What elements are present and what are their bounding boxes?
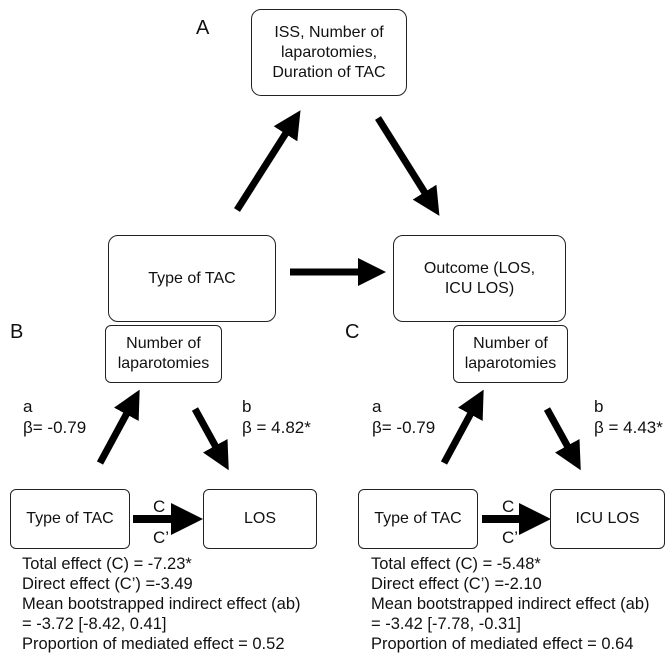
panel-c-direct-effect: Direct effect (C’) =-2.10	[371, 575, 542, 593]
panel-b-proportion-mediated: Proportion of mediated effect = 0.52	[22, 635, 285, 653]
panel-b-predictor-box: Type of TAC	[10, 489, 130, 549]
panel-b-b-letter: b	[242, 397, 252, 416]
panel-c-outcome-box: ICU LOS	[550, 489, 665, 549]
panel-c-b-value: β = 4.43*	[594, 418, 663, 437]
panel-b-indirect-effect-label: Mean bootstrapped indirect effect (ab)	[22, 595, 301, 613]
panel-a-letter: A	[196, 17, 210, 39]
panel-c-a-value: β= -0.79	[372, 418, 436, 437]
outcome-line-2: ICU LOS)	[444, 279, 515, 297]
panel-b-c-prime-label: C’	[153, 528, 170, 547]
arrow-c-path-b	[543, 407, 581, 471]
panel-b-a-letter: a	[23, 397, 33, 416]
outcome-line-1: Outcome (LOS,	[423, 259, 536, 277]
panel-c-c-prime-label: C’	[502, 528, 519, 547]
panel-c-b-letter: b	[594, 397, 604, 416]
panel-b-mediator-line-2: laparotomies	[117, 355, 210, 372]
panel-c-a-letter: a	[372, 397, 382, 416]
panel-c-indirect-effect-label: Mean bootstrapped indirect effect (ab)	[371, 595, 650, 613]
panel-c-mediator-line-1: Number of	[473, 335, 548, 352]
panel-c-predictor-label: Type of TAC	[374, 510, 462, 527]
panel-b-mediator-line-1: Number of	[126, 335, 201, 352]
arrow-mediators-to-outcome	[375, 116, 440, 216]
panel-c-proportion-mediated: Proportion of mediated effect = 0.64	[371, 635, 634, 653]
panel-b-b-value: β = 4.82*	[242, 418, 311, 437]
panel-c-outcome-label: ICU LOS	[575, 510, 640, 527]
arrow-b-path-a	[96, 389, 140, 465]
panel-c-mediator-box: Number of laparotomies	[453, 325, 568, 383]
panel-c-total-effect: Total effect (C) = -5.48*	[371, 555, 541, 573]
outcome-box: Outcome (LOS, ICU LOS)	[393, 235, 566, 322]
panel-c-predictor-box: Type of TAC	[358, 489, 478, 549]
panel-c-stats: Total effect (C) = -5.48* Direct effect …	[371, 554, 650, 654]
panel-b-outcome-label: LOS	[243, 510, 276, 527]
arrow-c-path-a	[440, 389, 484, 465]
panel-b-c-label: C	[153, 497, 166, 516]
mediators-line-1: ISS, Number of	[274, 23, 384, 41]
panel-b-a-value: β= -0.79	[23, 418, 87, 437]
panel-c-mediator-line-2: laparotomies	[464, 355, 557, 372]
mediators-box: ISS, Number of laparotomies, Duration of…	[251, 9, 407, 96]
panel-c-letter: C	[345, 321, 360, 343]
panel-b-total-effect: Total effect (C) = -7.23*	[22, 555, 192, 573]
panel-b-letter: B	[10, 321, 24, 343]
mediators-line-3: Duration of TAC	[272, 63, 386, 81]
panel-b-mediator-box: Number of laparotomies	[105, 325, 222, 383]
type-of-tac-label: Type of TAC	[148, 269, 236, 287]
panel-b-direct-effect: Direct effect (C’) =-3.49	[22, 575, 193, 593]
arrow-b-path-b	[191, 407, 229, 471]
type-of-tac-box: Type of TAC	[108, 235, 276, 322]
panel-b-indirect-effect-value: = -3.72 [-8.42, 0.41]	[22, 615, 167, 633]
panel-c-c-label: C	[502, 497, 515, 516]
panel-b-stats: Total effect (C) = -7.23* Direct effect …	[22, 554, 301, 654]
panel-c-indirect-effect-value: = -3.42 [-7.78, -0.31]	[371, 615, 521, 633]
arrow-tac-to-mediators	[234, 110, 301, 212]
panel-b-predictor-label: Type of TAC	[26, 510, 114, 527]
panel-b-outcome-box: LOS	[203, 489, 317, 549]
mediators-line-2: laparotomies,	[280, 43, 378, 61]
